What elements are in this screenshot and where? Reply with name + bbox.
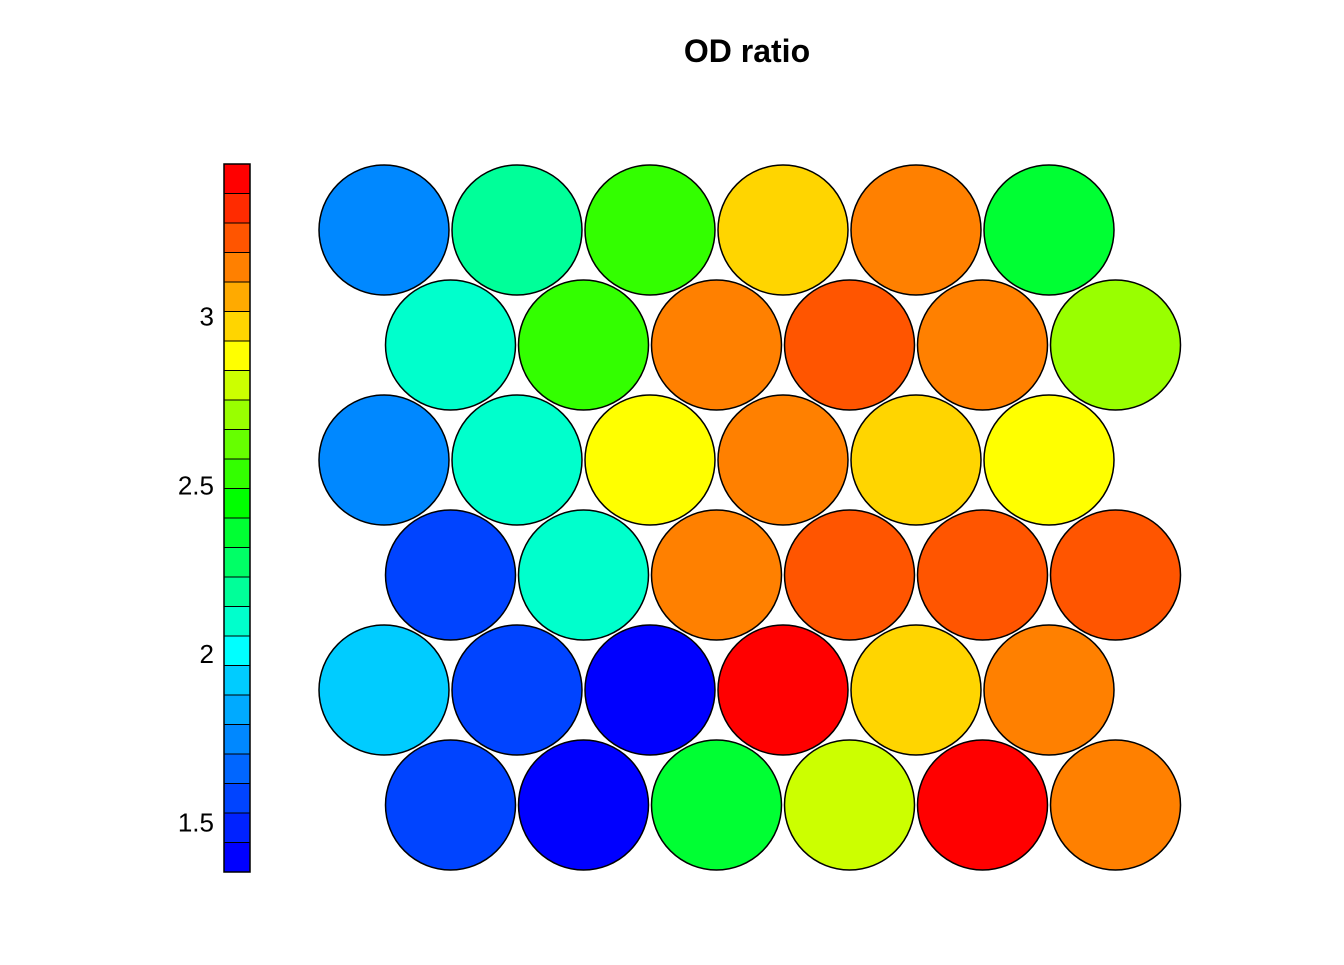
hex-cell xyxy=(916,509,1049,641)
hex-cell xyxy=(650,509,783,641)
hex-cell xyxy=(517,279,650,411)
colorbar-segment xyxy=(223,576,251,607)
colorbar-segment xyxy=(223,370,251,401)
hex-cell xyxy=(916,739,1049,871)
colorbar-segment xyxy=(223,812,251,843)
colorbar-segment xyxy=(223,783,251,814)
chart-title: OD ratio xyxy=(684,33,810,69)
colorbar-segment xyxy=(223,724,251,755)
colorbar-segment xyxy=(223,753,251,784)
hex-cell xyxy=(318,164,450,296)
hex-cell xyxy=(717,624,849,756)
colorbar-tick-label: 3 xyxy=(200,302,214,332)
hex-cell xyxy=(983,164,1115,296)
hex-cell xyxy=(584,624,716,756)
colorbar-segment xyxy=(223,252,251,283)
hex-cell xyxy=(451,164,583,296)
hex-cell xyxy=(650,739,783,871)
colorbar-segment xyxy=(223,311,251,342)
colorbar-segment xyxy=(223,842,251,873)
hex-cell xyxy=(451,394,583,526)
colorbar-segment xyxy=(223,606,251,637)
colorbar-frame xyxy=(223,163,251,873)
hex-cell xyxy=(983,624,1115,756)
colorbar-segment xyxy=(223,163,251,194)
hex-cell xyxy=(318,624,450,756)
colorbar-segment xyxy=(223,458,251,489)
hex-cell xyxy=(584,164,716,296)
colorbar xyxy=(223,163,251,873)
colorbar-segment xyxy=(223,399,251,430)
colorbar-segment xyxy=(223,281,251,312)
hex-cell xyxy=(384,509,517,641)
hex-cell xyxy=(916,279,1049,411)
hex-cell xyxy=(517,739,650,871)
colorbar-segment xyxy=(223,222,251,253)
hex-cell xyxy=(850,624,982,756)
colorbar-tick-label: 1.5 xyxy=(178,807,214,837)
colorbar-tick-label: 2 xyxy=(200,639,214,669)
hex-cell xyxy=(318,394,450,526)
hex-cell xyxy=(384,279,517,411)
colorbar-segment xyxy=(223,488,251,519)
colorbar-tick-labels: 1.5 2 2.5 3 xyxy=(178,302,214,838)
hex-cell xyxy=(1049,739,1182,871)
colorbar-segment xyxy=(223,517,251,548)
hex-cell xyxy=(850,164,982,296)
hex-cell xyxy=(983,394,1115,526)
hex-cell xyxy=(1049,279,1182,411)
colorbar-segment xyxy=(223,635,251,666)
hex-cell xyxy=(783,279,916,411)
hex-cell xyxy=(517,509,650,641)
hex-cell xyxy=(717,164,849,296)
hex-cell xyxy=(584,394,716,526)
hex-cell xyxy=(1049,509,1182,641)
hex-grid xyxy=(318,164,1182,871)
colorbar-segment xyxy=(223,547,251,578)
hex-cell xyxy=(783,739,916,871)
colorbar-segment xyxy=(223,340,251,371)
hex-cell xyxy=(717,394,849,526)
hex-cell xyxy=(850,394,982,526)
hex-cell xyxy=(783,509,916,641)
colorbar-segment xyxy=(223,193,251,224)
hex-cell xyxy=(451,624,583,756)
colorbar-tick-label: 2.5 xyxy=(178,470,214,500)
colorbar-segment xyxy=(223,665,251,696)
hex-cell xyxy=(650,279,783,411)
colorbar-segment xyxy=(223,429,251,460)
colorbar-segment xyxy=(223,694,251,725)
hex-cell xyxy=(384,739,517,871)
